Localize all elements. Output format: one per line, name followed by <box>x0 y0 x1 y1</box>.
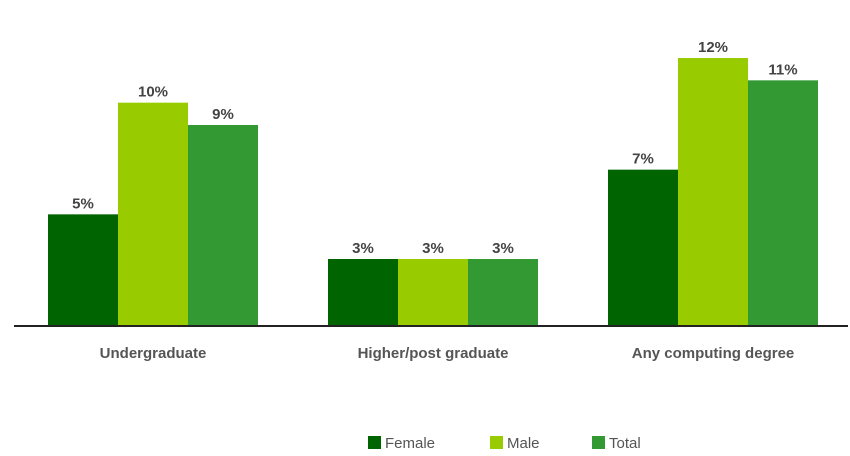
data-label-any-computing-degree-male: 12% <box>698 39 728 56</box>
legend-swatch-total <box>592 436 605 449</box>
data-label-any-computing-degree-total: 11% <box>768 61 797 78</box>
category-labels-layer: Undergraduate Higher/post graduate Any com… <box>100 345 795 362</box>
bar-undergraduate-female <box>48 214 118 326</box>
bar-undergraduate-male <box>118 102 188 327</box>
legend: Female Male Total <box>368 435 641 452</box>
bar-undergraduate-total <box>188 125 258 326</box>
legend-label-male: Male <box>507 435 540 452</box>
bar-any-computing-degree-male <box>678 58 748 326</box>
bar-any-computing-degree-female <box>608 169 678 326</box>
data-label-undergraduate-total: 9% <box>212 106 234 123</box>
data-label-higher-post-graduate-total: 3% <box>492 240 514 257</box>
data-labels-layer: 5% 10% 9% 3% 3% 3% 7% 12% 11% <box>72 39 797 257</box>
data-label-undergraduate-female: 5% <box>72 195 94 212</box>
bars-layer <box>48 58 818 327</box>
bar-any-computing-degree-total <box>748 80 818 326</box>
legend-label-total: Total <box>609 435 641 452</box>
bar-higher-post-graduate-male <box>398 259 468 326</box>
data-label-higher-post-graduate-male: 3% <box>422 240 444 257</box>
category-label-any-computing-degree: Any computing degree <box>632 345 795 362</box>
data-label-undergraduate-male: 10% <box>138 84 168 101</box>
legend-swatch-male <box>490 436 503 449</box>
category-label-undergraduate: Undergraduate <box>100 345 207 362</box>
bar-higher-post-graduate-total <box>468 259 538 326</box>
legend-label-female: Female <box>385 435 435 452</box>
data-label-any-computing-degree-female: 7% <box>632 151 654 168</box>
legend-swatch-female <box>368 436 381 449</box>
data-label-higher-post-graduate-female: 3% <box>352 240 374 257</box>
category-label-higher-post-graduate: Higher/post graduate <box>358 345 509 362</box>
bar-higher-post-graduate-female <box>328 259 398 326</box>
